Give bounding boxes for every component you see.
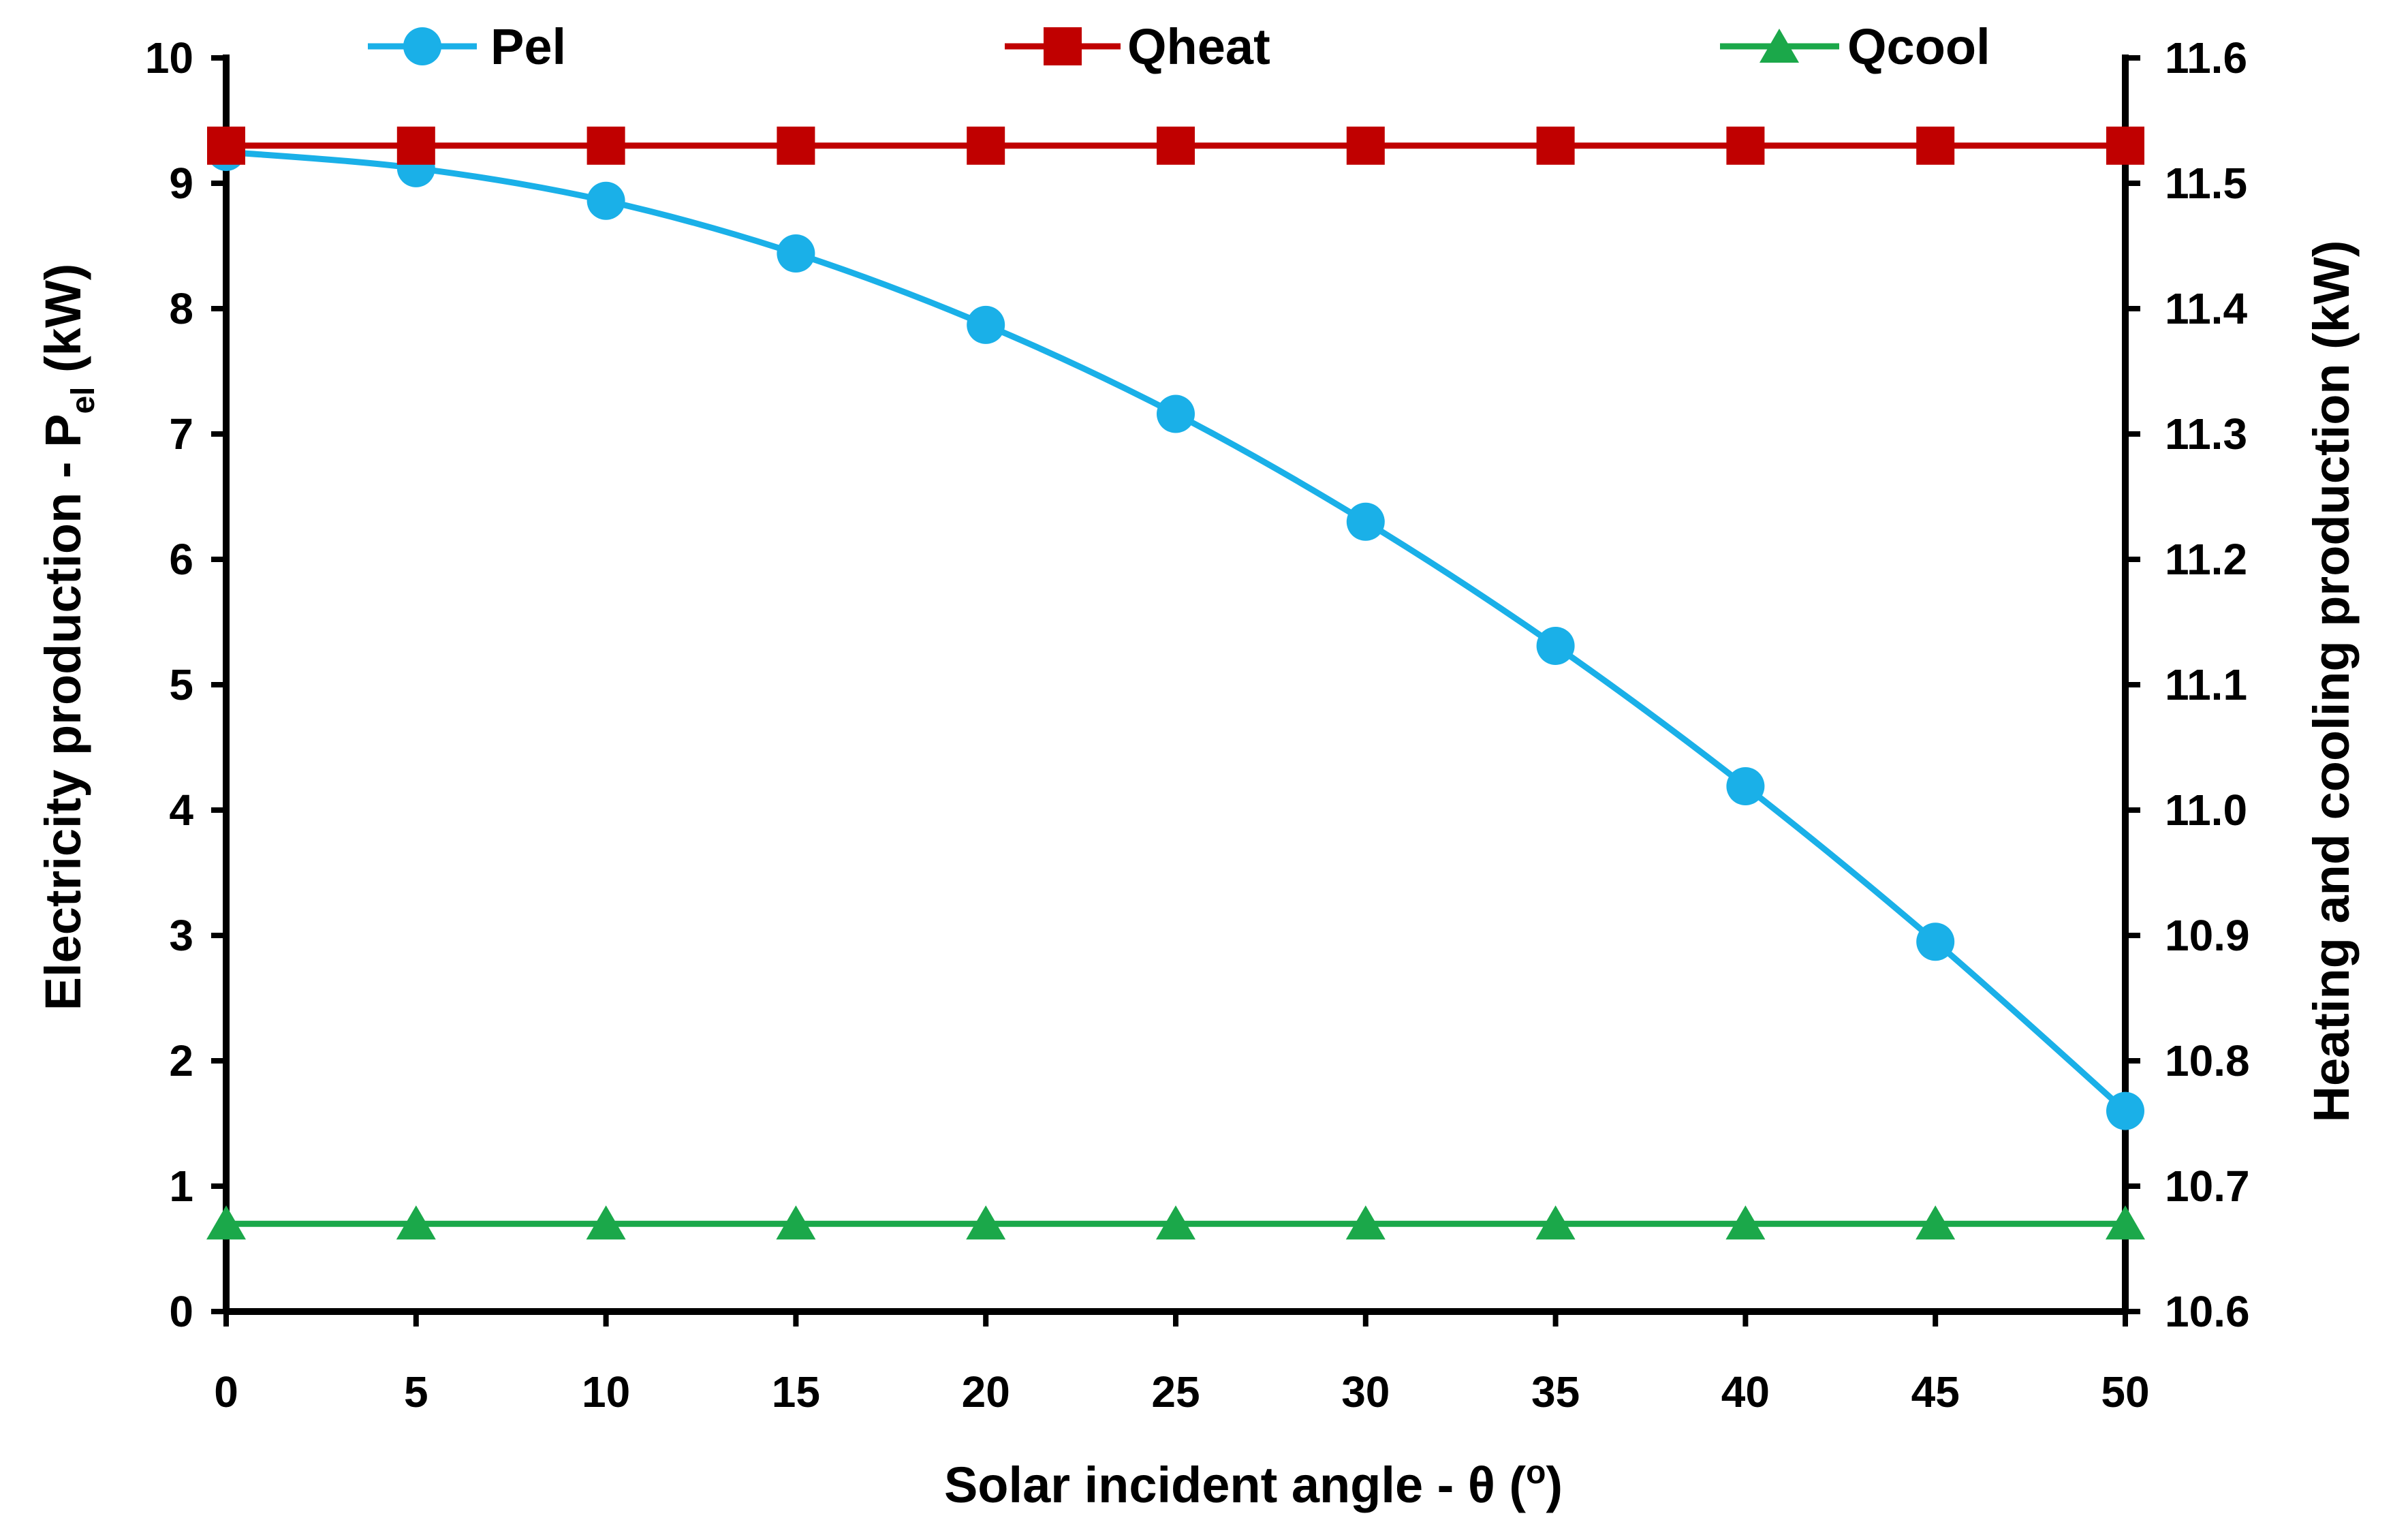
legend-marker-triangle-icon bbox=[1760, 29, 1799, 63]
right-tick-label: 11.3 bbox=[2165, 409, 2247, 459]
chart-axes bbox=[223, 55, 2129, 1315]
right-tick-label: 10.7 bbox=[2165, 1162, 2250, 1211]
x-tick-label: 0 bbox=[214, 1367, 238, 1416]
x-axis-ticks: 0 5 10 15 20 25 30 35 40 45 50 bbox=[214, 1312, 2150, 1416]
right-tick-label: 10.8 bbox=[2165, 1036, 2250, 1085]
data-point-qheat bbox=[967, 126, 1005, 165]
data-point-pel bbox=[1536, 626, 1575, 665]
data-point-qheat bbox=[1726, 126, 1765, 165]
data-point-qcool bbox=[1535, 1205, 1576, 1240]
data-point-qheat bbox=[1157, 126, 1195, 165]
data-point-qheat bbox=[207, 126, 245, 165]
x-tick-label: 35 bbox=[1531, 1367, 1580, 1416]
data-point-pel bbox=[1157, 394, 1195, 433]
left-axis-title-tail: (kW) bbox=[35, 264, 91, 387]
left-tick-label: 2 bbox=[169, 1036, 193, 1085]
left-tick-label: 3 bbox=[169, 911, 193, 960]
right-tick-label: 10.6 bbox=[2165, 1287, 2250, 1336]
legend-marker-square-icon bbox=[1044, 27, 1082, 65]
series-qheat bbox=[207, 126, 2144, 165]
legend-label-pel: Pel bbox=[490, 18, 566, 75]
data-point-qcool bbox=[206, 1205, 246, 1240]
x-axis-title-main: Solar incident angle - θ ( bbox=[944, 1457, 1526, 1513]
data-point-pel bbox=[1346, 502, 1385, 541]
legend-label-qheat: Qheat bbox=[1127, 18, 1270, 75]
legend-label-qcool: Qcool bbox=[1847, 18, 1990, 75]
right-tick-label: 11.4 bbox=[2165, 284, 2247, 333]
data-point-pel bbox=[967, 305, 1005, 344]
series-layer bbox=[206, 126, 2145, 1240]
legend: Pel Qheat Qcool bbox=[368, 18, 1990, 75]
data-point-qcool bbox=[2106, 1205, 2145, 1240]
x-axis-title-superscript: o bbox=[1526, 1455, 1546, 1491]
legend-marker-circle-icon bbox=[403, 27, 441, 65]
right-tick-label: 10.9 bbox=[2165, 911, 2250, 960]
x-axis-title: Solar incident angle - θ (o) bbox=[944, 1455, 1563, 1513]
left-tick-label: 10 bbox=[145, 33, 193, 82]
legend-item-pel: Pel bbox=[368, 18, 566, 75]
left-tick-label: 6 bbox=[169, 535, 193, 584]
right-tick-label: 11.2 bbox=[2165, 535, 2247, 584]
x-tick-label: 15 bbox=[772, 1367, 820, 1416]
x-tick-label: 45 bbox=[1911, 1367, 1960, 1416]
series-qcool bbox=[206, 1205, 2145, 1240]
left-axis-title: Electricity production - Pel (kW) bbox=[35, 264, 101, 1011]
data-point-qcool bbox=[1725, 1205, 1766, 1240]
left-tick-label: 8 bbox=[169, 284, 193, 333]
data-point-pel bbox=[2106, 1091, 2144, 1130]
x-axis-title-tail: ) bbox=[1546, 1457, 1563, 1513]
data-point-pel bbox=[587, 181, 625, 220]
data-point-qheat bbox=[587, 126, 625, 165]
data-point-qcool bbox=[966, 1205, 1006, 1240]
data-point-qheat bbox=[1346, 126, 1385, 165]
data-point-qheat bbox=[396, 126, 435, 165]
data-point-qheat bbox=[1916, 126, 1955, 165]
data-point-qcool bbox=[1345, 1205, 1386, 1240]
x-tick-label: 10 bbox=[582, 1367, 630, 1416]
data-point-pel bbox=[1916, 922, 1955, 961]
data-point-qheat bbox=[2106, 126, 2144, 165]
legend-item-qcool: Qcool bbox=[1720, 18, 1990, 75]
data-point-qcool bbox=[776, 1205, 816, 1240]
data-point-qcool bbox=[1156, 1205, 1195, 1240]
x-tick-label: 20 bbox=[962, 1367, 1010, 1416]
x-tick-label: 30 bbox=[1341, 1367, 1390, 1416]
left-axis-title-subscript: el bbox=[65, 387, 101, 414]
left-axis-title-main: Electricity production - P bbox=[35, 414, 91, 1011]
left-tick-label: 0 bbox=[169, 1287, 193, 1336]
left-axis-ticks: 0 1 2 3 4 5 6 7 8 9 10 bbox=[145, 33, 226, 1336]
x-tick-label: 50 bbox=[2101, 1367, 2149, 1416]
left-tick-label: 1 bbox=[169, 1162, 193, 1211]
series-line-pel bbox=[225, 149, 2127, 1113]
right-tick-label: 11.0 bbox=[2165, 786, 2247, 835]
data-point-qcool bbox=[1916, 1205, 1956, 1240]
data-point-qcool bbox=[396, 1205, 436, 1240]
data-point-qcool bbox=[586, 1205, 626, 1240]
right-tick-label: 11.1 bbox=[2165, 660, 2247, 709]
data-point-qheat bbox=[1536, 126, 1575, 165]
left-tick-label: 4 bbox=[169, 786, 193, 835]
right-tick-label: 11.6 bbox=[2165, 33, 2247, 82]
right-tick-label: 11.5 bbox=[2165, 159, 2247, 208]
x-tick-label: 25 bbox=[1151, 1367, 1200, 1416]
legend-item-qheat: Qheat bbox=[1005, 18, 1270, 75]
left-tick-label: 7 bbox=[169, 409, 193, 459]
right-axis-title: Heating and cooling production (kW) bbox=[2303, 241, 2360, 1123]
left-tick-label: 5 bbox=[169, 660, 193, 709]
series-pel bbox=[207, 133, 2144, 1130]
data-point-qheat bbox=[777, 126, 815, 165]
data-point-pel bbox=[777, 234, 815, 273]
right-axis-ticks: 10.6 10.7 10.8 10.9 11.0 11.1 11.2 11.3 11.4 11.5… bbox=[2125, 33, 2250, 1336]
data-point-pel bbox=[1726, 767, 1765, 806]
x-tick-label: 40 bbox=[1721, 1367, 1770, 1416]
x-tick-label: 5 bbox=[404, 1367, 428, 1416]
left-tick-label: 9 bbox=[169, 159, 193, 208]
